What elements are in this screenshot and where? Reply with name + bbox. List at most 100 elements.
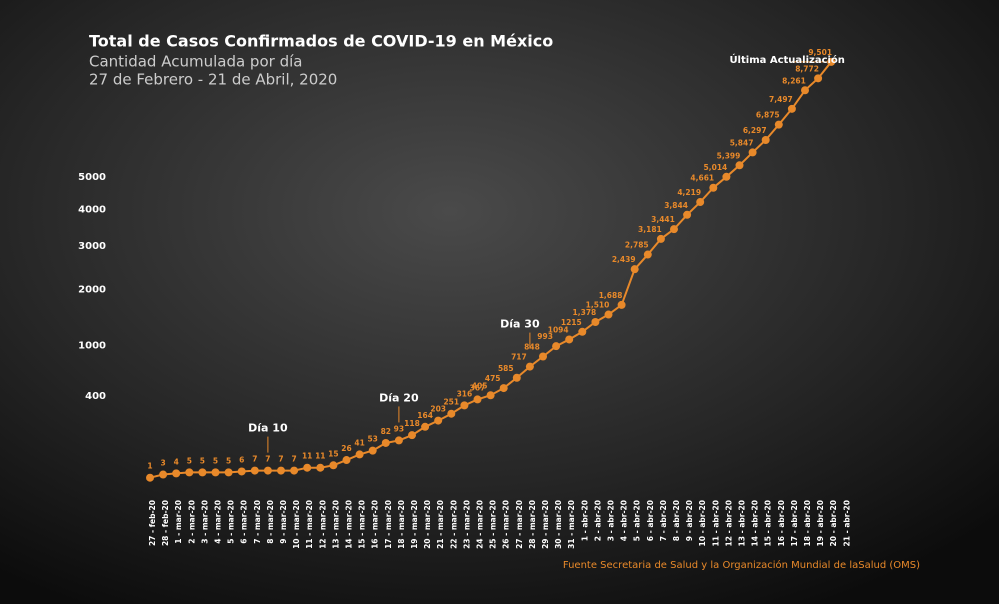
value-label: 118	[404, 419, 420, 428]
point	[316, 463, 325, 472]
value-label: 3	[160, 459, 165, 468]
x-tick-label: 13 - mar-20	[331, 500, 340, 549]
value-label: 1094	[548, 325, 569, 334]
point	[814, 74, 823, 83]
x-tick-label: 9 - abr-20	[685, 500, 694, 541]
point	[263, 466, 272, 475]
value-label: 5	[213, 456, 218, 465]
x-tick-label: 28 - feb-20	[161, 500, 170, 546]
x-tick-label: 26 - mar-20	[502, 500, 511, 549]
x-tick-label: 18 - mar-20	[397, 500, 406, 549]
point	[250, 466, 259, 475]
x-tick-label: 14 - abr-20	[751, 500, 760, 546]
annotation: Última Actualización	[729, 53, 845, 66]
value-label: 53	[367, 435, 377, 444]
x-tick-label: 14 - mar-20	[345, 500, 354, 549]
value-label: 717	[511, 353, 527, 362]
x-tick-label: 15 - abr-20	[764, 500, 773, 546]
x-tick-label: 30 - mar-20	[554, 500, 563, 549]
point	[591, 318, 600, 327]
value-label: 4	[174, 457, 179, 466]
x-tick-label: 21 - mar-20	[436, 500, 445, 549]
value-label: 475	[485, 374, 501, 383]
x-tick-label: 19 - mar-20	[410, 500, 419, 549]
x-tick-label: 20 - abr-20	[829, 500, 838, 546]
y-tick-label: 4000	[78, 204, 106, 215]
value-label: 93	[394, 424, 404, 433]
point	[159, 470, 168, 479]
value-label: 5	[200, 456, 205, 465]
x-tick-label: 2 - mar-20	[187, 500, 196, 544]
point	[827, 57, 836, 66]
value-label: 251	[443, 398, 459, 407]
point	[329, 461, 338, 470]
y-tick-label: 1000	[78, 341, 106, 352]
x-tick-label: 27 - mar-20	[515, 500, 524, 549]
point	[604, 310, 613, 319]
x-tick-label: 10 - mar-20	[292, 500, 301, 549]
point	[722, 172, 731, 181]
value-label: 848	[524, 342, 540, 351]
x-tick-label: 5 - mar-20	[227, 500, 236, 544]
value-label: 203	[430, 405, 446, 414]
point	[473, 395, 482, 404]
x-tick-label: 25 - mar-20	[489, 500, 498, 549]
x-tick-label: 20 - mar-20	[423, 500, 432, 549]
point	[643, 250, 652, 259]
value-label: 7	[278, 455, 283, 464]
value-label: 164	[417, 411, 433, 420]
x-tick-label: 23 - mar-20	[462, 500, 471, 549]
value-label: 5	[226, 456, 231, 465]
x-tick-label: 8 - abr-20	[672, 500, 681, 541]
x-tick-label: 7 - mar-20	[253, 500, 262, 544]
x-tick-label: 11 - mar-20	[305, 500, 314, 549]
value-label: 1,688	[599, 291, 623, 300]
value-label: 4,661	[690, 174, 714, 183]
chart-title: Total de Casos Confirmados de COVID-19 e…	[89, 32, 553, 51]
value-label: 7	[252, 455, 257, 464]
value-label: 1,378	[573, 308, 597, 317]
x-tick-label: 21 - abr-20	[842, 500, 851, 546]
x-tick-label: 5 - abr-20	[633, 500, 642, 541]
value-label: 82	[381, 427, 391, 436]
value-label: 4,219	[677, 188, 701, 197]
x-tick-label: 29 - mar-20	[541, 500, 550, 549]
x-tick-label: 11 - abr-20	[711, 500, 720, 546]
point	[630, 265, 639, 274]
point	[656, 234, 665, 243]
x-tick-label: 1 - mar-20	[174, 500, 183, 544]
y-tick-label: 5000	[78, 172, 106, 183]
point	[709, 183, 718, 192]
point	[198, 468, 207, 477]
value-label: 2,439	[612, 255, 636, 264]
value-label: 405	[472, 381, 488, 390]
value-label: 6,875	[756, 111, 780, 120]
point	[683, 210, 692, 219]
value-label: 5,399	[717, 151, 741, 160]
point	[735, 161, 744, 170]
x-tick-label: 6 - mar-20	[240, 500, 249, 544]
point	[355, 450, 364, 459]
x-tick-label: 7 - abr-20	[659, 500, 668, 541]
point	[342, 456, 351, 465]
point	[434, 416, 443, 425]
x-tick-label: 22 - mar-20	[449, 500, 458, 549]
x-tick-label: 10 - abr-20	[698, 500, 707, 546]
x-tick-label: 17 - abr-20	[790, 500, 799, 546]
value-label: 3,441	[651, 215, 675, 224]
x-tick-label: 18 - abr-20	[803, 500, 812, 546]
value-label: 15	[328, 449, 338, 458]
value-label: 6	[239, 455, 244, 464]
value-label: 8,261	[782, 76, 806, 85]
point	[211, 468, 220, 477]
x-tick-label: 27 - feb-20	[148, 500, 157, 546]
x-tick-label: 1 - abr-20	[580, 500, 589, 541]
value-label: 26	[341, 444, 351, 453]
x-tick-label: 19 - abr-20	[816, 500, 825, 546]
value-label: 5,847	[730, 138, 754, 147]
point	[185, 468, 194, 477]
point	[696, 198, 705, 207]
x-tick-label: 4 - abr-20	[620, 500, 629, 541]
x-tick-label: 13 - abr-20	[738, 500, 747, 546]
